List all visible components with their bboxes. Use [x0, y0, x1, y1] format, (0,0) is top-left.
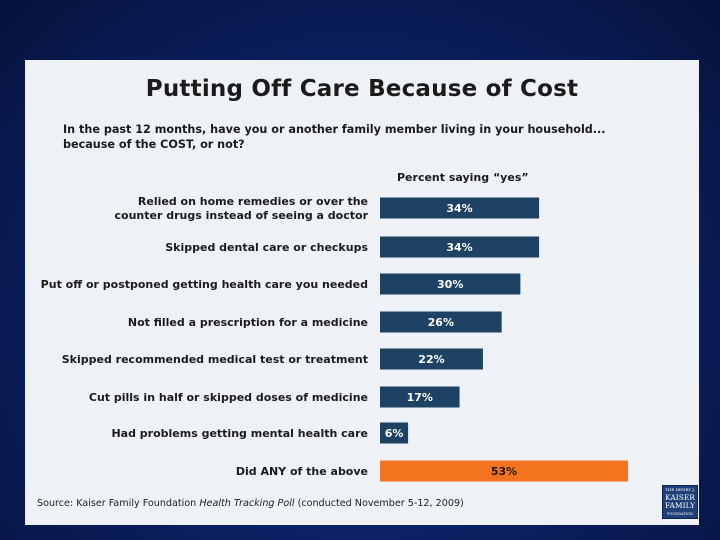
- bar-0: [380, 197, 540, 219]
- survey-question-line-2: because of the COST, or not?: [63, 138, 245, 151]
- kff-logo: THE HENRY J. KAISER FAMILY FOUNDATION: [662, 485, 698, 519]
- category-label-6-line-0: Had problems getting mental health care: [111, 427, 368, 440]
- column-header: Percent saying “yes”: [397, 171, 529, 184]
- bar-value-label-3: 26%: [428, 316, 454, 329]
- category-label-0: Relied on home remedies or over the count…: [115, 195, 369, 222]
- bar-value-label-7: 53%: [491, 465, 517, 478]
- bar-1: [380, 236, 540, 258]
- category-label-5: Cut pills in half or skipped doses of me…: [89, 391, 368, 404]
- logo-line-2: KAISER: [665, 493, 695, 502]
- source-note: Source: Kaiser Family Foundation Health …: [37, 498, 464, 509]
- logo-line-4: FOUNDATION: [666, 512, 694, 516]
- bar-5: [380, 386, 460, 408]
- bar-value-label-5: 17%: [407, 391, 433, 404]
- category-label-2-line-0: Put off or postponed getting health care…: [41, 278, 368, 291]
- bar-chart: 34% Relied on home remedies or over the co…: [41, 195, 628, 482]
- chart-title: Putting Off Care Because of Cost: [145, 76, 579, 102]
- chart-panel: Putting Off Care Because of Cost In the …: [25, 60, 699, 525]
- category-label-6: Had problems getting mental health care: [111, 427, 368, 440]
- source-suffix: (conducted November 5-12, 2009): [294, 498, 464, 509]
- bar-value-label-0: 34%: [446, 202, 472, 215]
- bar-3: [380, 311, 502, 333]
- bar-value-label-1: 34%: [446, 241, 472, 254]
- bar-value-label-2: 30%: [437, 278, 463, 291]
- category-label-1-line-0: Skipped dental care or checkups: [165, 241, 368, 254]
- category-label-0-line-1: counter drugs instead of seeing a doctor: [115, 209, 369, 222]
- survey-question: In the past 12 months, have you or anoth…: [63, 122, 663, 152]
- category-label-3-line-0: Not filled a prescription for a medicine: [128, 316, 368, 329]
- category-label-7: Did ANY of the above: [236, 465, 368, 478]
- bar-value-label-6: 6%: [385, 427, 404, 440]
- category-label-3: Not filled a prescription for a medicine: [128, 316, 368, 329]
- category-label-4-line-0: Skipped recommended medical test or trea…: [62, 353, 368, 366]
- bar-4: [380, 348, 483, 370]
- bar-7: [380, 460, 628, 482]
- survey-question-line-1: In the past 12 months, have you or anoth…: [63, 123, 606, 136]
- source-poll-name: Health Tracking Poll: [199, 498, 295, 509]
- category-label-7-line-0: Did ANY of the above: [236, 465, 368, 478]
- bar-6: [380, 422, 409, 444]
- category-label-1: Skipped dental care or checkups: [165, 241, 368, 254]
- category-label-0-line-0: Relied on home remedies or over the: [138, 195, 368, 208]
- logo-line-3: FAMILY: [664, 501, 696, 510]
- category-label-2: Put off or postponed getting health care…: [41, 278, 368, 291]
- bar-2: [380, 273, 521, 295]
- logo-line-1: THE HENRY J.: [665, 487, 695, 492]
- category-label-5-line-0: Cut pills in half or skipped doses of me…: [89, 391, 368, 404]
- bar-value-label-4: 22%: [418, 353, 444, 366]
- source-prefix: Source: Kaiser Family Foundation: [37, 498, 200, 509]
- category-label-4: Skipped recommended medical test or trea…: [62, 353, 368, 366]
